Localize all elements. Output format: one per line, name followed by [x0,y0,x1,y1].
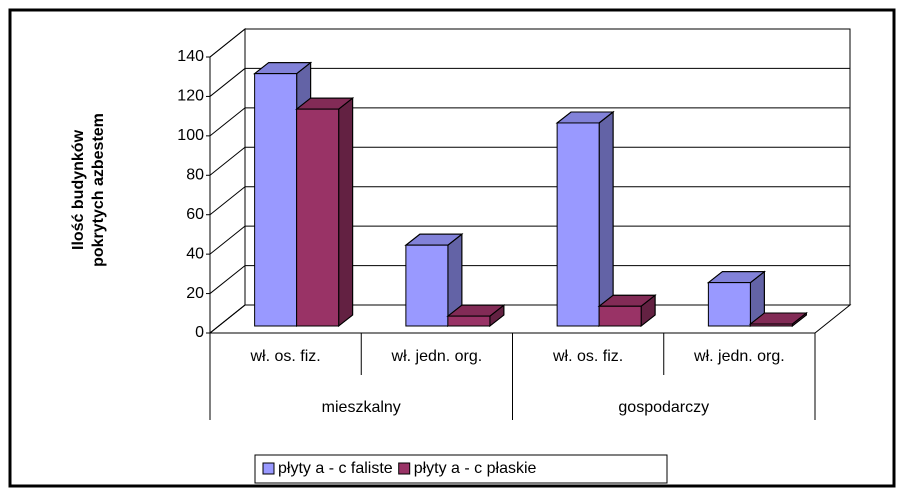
legend-label: płyty a - c faliste [278,460,393,477]
grid-line [209,28,850,58]
bar [597,294,657,328]
y-axis-title-line: pokrytych azbestem [90,113,107,267]
legend-label: płyty a - c płaskie [414,460,537,477]
bar-side-shade [598,110,614,328]
bar-front [447,315,491,327]
bar-front [296,108,340,327]
y-axis-title: Ilość budynków pokrytych azbestem [70,113,107,267]
bar [555,110,615,328]
legend-box [254,454,668,484]
y-tick-label: 140 [177,48,204,65]
grid-line [209,146,850,176]
grid-line [209,265,850,294]
bar-side-shade [338,97,354,328]
x-tick-label: wł. jedn. org. [391,348,483,365]
bar-front [749,323,793,327]
group-label: mieszkalny [322,399,401,416]
bar-front [405,244,449,327]
bar-front [254,73,298,327]
y-tick-label: 120 [177,88,204,105]
x-tick-label: wł. os. fiz. [250,348,321,365]
legend: płyty a - c faliste płyty a - c płaskie [254,454,668,484]
legend-swatch [398,462,411,475]
bar-front [707,282,751,327]
bar [706,270,766,328]
grid-line [209,67,850,97]
group-label: gospodarczy [618,399,709,416]
grid-line [209,107,850,137]
y-tick-label: 20 [186,285,204,302]
grid-line [209,225,850,255]
y-tick-label: 80 [186,167,204,184]
bar-front [556,122,600,327]
y-tick-label: 0 [195,324,204,341]
bar [295,97,355,328]
legend-swatch [262,462,275,475]
x-tick-label: wł. jedn. org. [693,348,785,365]
x-tick-label: wł. os. fiz. [552,348,623,365]
y-tick-label: 100 [177,127,204,144]
bar [748,311,808,328]
bar [446,304,506,328]
y-axis-title-line: Ilość budynków [70,129,87,250]
y-tick-label: 60 [186,206,204,223]
grid-line [209,186,850,216]
bar-front [598,305,642,327]
bar [404,233,464,328]
y-tick-label: 40 [186,245,204,262]
